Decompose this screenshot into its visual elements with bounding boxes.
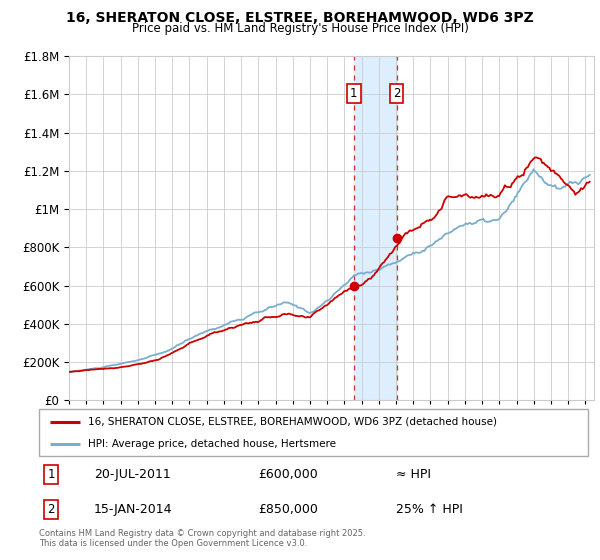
Text: HPI: Average price, detached house, Hertsmere: HPI: Average price, detached house, Hert… (88, 438, 337, 449)
Text: ≈ HPI: ≈ HPI (396, 468, 431, 481)
Text: 2: 2 (47, 503, 55, 516)
Text: £600,000: £600,000 (259, 468, 319, 481)
Text: 1: 1 (47, 468, 55, 481)
Text: Contains HM Land Registry data © Crown copyright and database right 2025.: Contains HM Land Registry data © Crown c… (39, 529, 365, 538)
Text: Price paid vs. HM Land Registry's House Price Index (HPI): Price paid vs. HM Land Registry's House … (131, 22, 469, 35)
Text: 2: 2 (393, 87, 400, 100)
Text: 25% ↑ HPI: 25% ↑ HPI (396, 503, 463, 516)
Text: 15-JAN-2014: 15-JAN-2014 (94, 503, 172, 516)
Text: This data is licensed under the Open Government Licence v3.0.: This data is licensed under the Open Gov… (39, 539, 307, 548)
Text: 1: 1 (350, 87, 358, 100)
Text: 16, SHERATON CLOSE, ELSTREE, BOREHAMWOOD, WD6 3PZ: 16, SHERATON CLOSE, ELSTREE, BOREHAMWOOD… (66, 11, 534, 25)
FancyBboxPatch shape (39, 409, 588, 456)
Text: 16, SHERATON CLOSE, ELSTREE, BOREHAMWOOD, WD6 3PZ (detached house): 16, SHERATON CLOSE, ELSTREE, BOREHAMWOOD… (88, 417, 497, 427)
Bar (354, 56, 397, 400)
Text: £850,000: £850,000 (259, 503, 319, 516)
Text: 20-JUL-2011: 20-JUL-2011 (94, 468, 170, 481)
